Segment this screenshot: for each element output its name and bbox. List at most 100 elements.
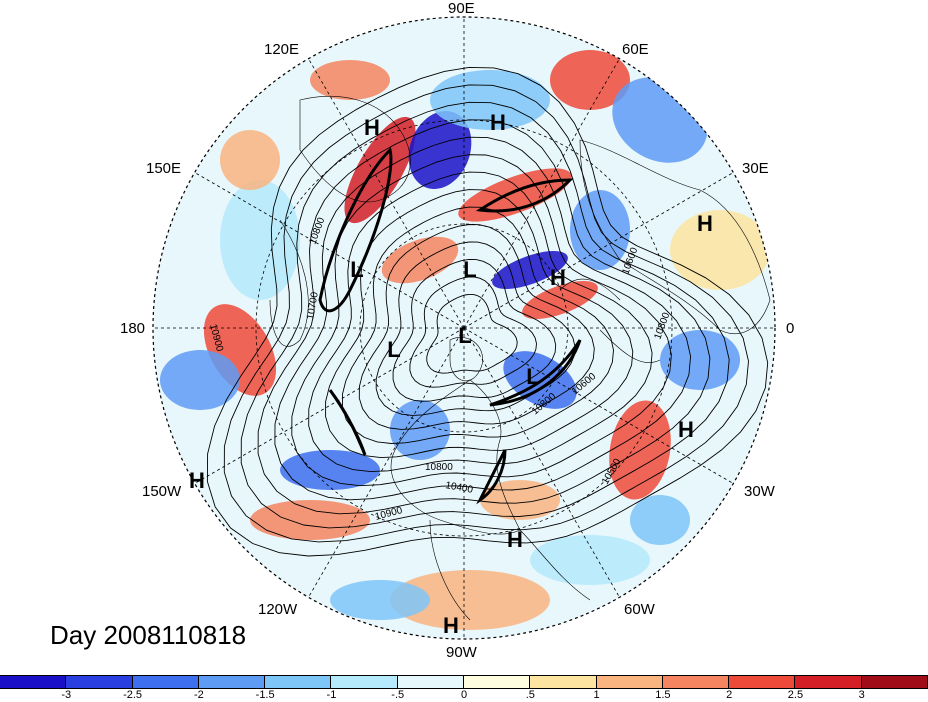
anomaly-blob bbox=[160, 350, 240, 410]
colorbar-segment bbox=[662, 676, 730, 688]
low-pressure-marker: L bbox=[526, 364, 540, 389]
height-contour bbox=[409, 276, 537, 388]
low-pressure-marker: L bbox=[458, 323, 472, 348]
anomaly-blob bbox=[522, 281, 598, 319]
colorbar-tick-label: 2 bbox=[726, 689, 733, 701]
height-contour bbox=[206, 66, 769, 557]
anomaly-field bbox=[153, 17, 775, 639]
meridian-line bbox=[463, 58, 620, 329]
height-contour bbox=[223, 84, 749, 543]
jet-contours bbox=[318, 147, 582, 505]
high-pressure-marker: H bbox=[364, 115, 380, 140]
colorbar-segment bbox=[0, 676, 67, 688]
height-contours bbox=[206, 66, 769, 557]
longitude-label: 150W bbox=[142, 483, 182, 500]
anomaly-blob bbox=[310, 60, 390, 100]
height-contour bbox=[240, 101, 730, 529]
colorbar-tick-label: -2.5 bbox=[123, 689, 143, 701]
meridian-line bbox=[308, 58, 465, 329]
anomaly-blob bbox=[220, 180, 300, 300]
graticule bbox=[153, 17, 775, 639]
colorbar-segment bbox=[596, 676, 663, 688]
contour-label: 10700 bbox=[305, 291, 321, 321]
anomaly-blob bbox=[430, 70, 550, 130]
colorbar-tick-label: 1 bbox=[593, 689, 600, 701]
anomaly-blob bbox=[492, 251, 568, 289]
contour-label: 10400 bbox=[444, 480, 474, 496]
colorbar-tick-label: 1.5 bbox=[655, 689, 671, 701]
meridian-line bbox=[463, 172, 734, 329]
colorbar-segment bbox=[198, 676, 266, 688]
colorbar-segment bbox=[132, 676, 199, 688]
height-contour bbox=[341, 206, 614, 444]
anomaly-blob bbox=[381, 236, 459, 284]
date-title: Day 2008110818 bbox=[50, 620, 247, 650]
anomaly-blob bbox=[390, 400, 450, 460]
high-pressure-marker: H bbox=[189, 468, 205, 493]
anomaly-blob bbox=[660, 330, 740, 390]
anomaly-blob bbox=[408, 111, 472, 189]
high-pressure-marker: H bbox=[443, 613, 459, 638]
high-pressure-marker: H bbox=[678, 417, 694, 442]
anomaly-blob bbox=[670, 210, 770, 290]
height-contour bbox=[308, 171, 653, 473]
colorbar-tick-label: 3 bbox=[858, 689, 865, 701]
anomaly-blob bbox=[220, 130, 280, 190]
anomaly-blob bbox=[390, 570, 550, 630]
high-pressure-marker: H bbox=[490, 110, 506, 135]
height-contour bbox=[291, 154, 672, 487]
colorbar-tick-label: -1 bbox=[326, 689, 337, 701]
anomaly-blob bbox=[330, 580, 430, 620]
anomaly-blob bbox=[530, 535, 650, 585]
high-pressure-marker: H bbox=[697, 211, 713, 236]
colorbar-segment bbox=[331, 676, 398, 688]
colorbar-segment bbox=[397, 676, 464, 688]
colorbar-tick-label: -2 bbox=[193, 689, 204, 701]
height-contour bbox=[375, 241, 576, 416]
colorbar-tick-label: .5 bbox=[525, 689, 535, 701]
height-contour bbox=[426, 293, 518, 374]
longitude-label: 90W bbox=[446, 644, 477, 661]
anomaly-blob bbox=[280, 450, 380, 490]
height-contour bbox=[392, 258, 557, 402]
meridian-line bbox=[308, 327, 465, 598]
longitude-label: 60E bbox=[622, 41, 649, 58]
anomaly-blob bbox=[480, 480, 560, 520]
map-boundary bbox=[152, 16, 776, 640]
meridian-line bbox=[194, 172, 465, 329]
longitude-label: 90E bbox=[448, 0, 475, 17]
colorbar-segment bbox=[463, 676, 531, 688]
height-contour bbox=[274, 136, 692, 501]
colorbar bbox=[0, 675, 928, 689]
colorbar-tick-label: -1.5 bbox=[255, 689, 275, 701]
colorbar-tick-label: 2.5 bbox=[787, 689, 804, 701]
colorbar-segment bbox=[66, 676, 133, 688]
longitude-label: 0 bbox=[786, 320, 795, 337]
colorbar-segment bbox=[861, 676, 928, 688]
high-pressure-marker: H bbox=[550, 265, 566, 290]
longitude-label: 60W bbox=[624, 601, 655, 618]
longitude-label: 30W bbox=[744, 483, 775, 500]
high-pressure-marker: H bbox=[507, 527, 523, 552]
anomaly-blob bbox=[550, 50, 630, 110]
low-pressure-marker: L bbox=[387, 337, 401, 362]
colorbar-tick-label: -3 bbox=[61, 689, 72, 701]
anomaly-blob bbox=[630, 495, 690, 545]
anomaly-blob bbox=[250, 500, 370, 540]
meridian-line bbox=[463, 327, 620, 598]
meridian-line bbox=[194, 327, 465, 484]
colorbar-segment bbox=[729, 676, 796, 688]
low-pressure-marker: L bbox=[350, 257, 364, 282]
height-contour bbox=[325, 189, 634, 459]
longitude-label: 150E bbox=[146, 160, 182, 177]
meridian-line bbox=[463, 327, 734, 484]
longitude-label: 120W bbox=[258, 601, 298, 618]
height-contour bbox=[358, 224, 595, 430]
longitude-label: 30E bbox=[742, 160, 769, 177]
low-pressure-marker: L bbox=[463, 257, 477, 282]
colorbar-segment bbox=[795, 676, 862, 688]
colorbar-tick-label: -.5 bbox=[391, 689, 405, 701]
longitude-label: 120E bbox=[264, 41, 300, 58]
colorbar-segment bbox=[530, 676, 597, 688]
